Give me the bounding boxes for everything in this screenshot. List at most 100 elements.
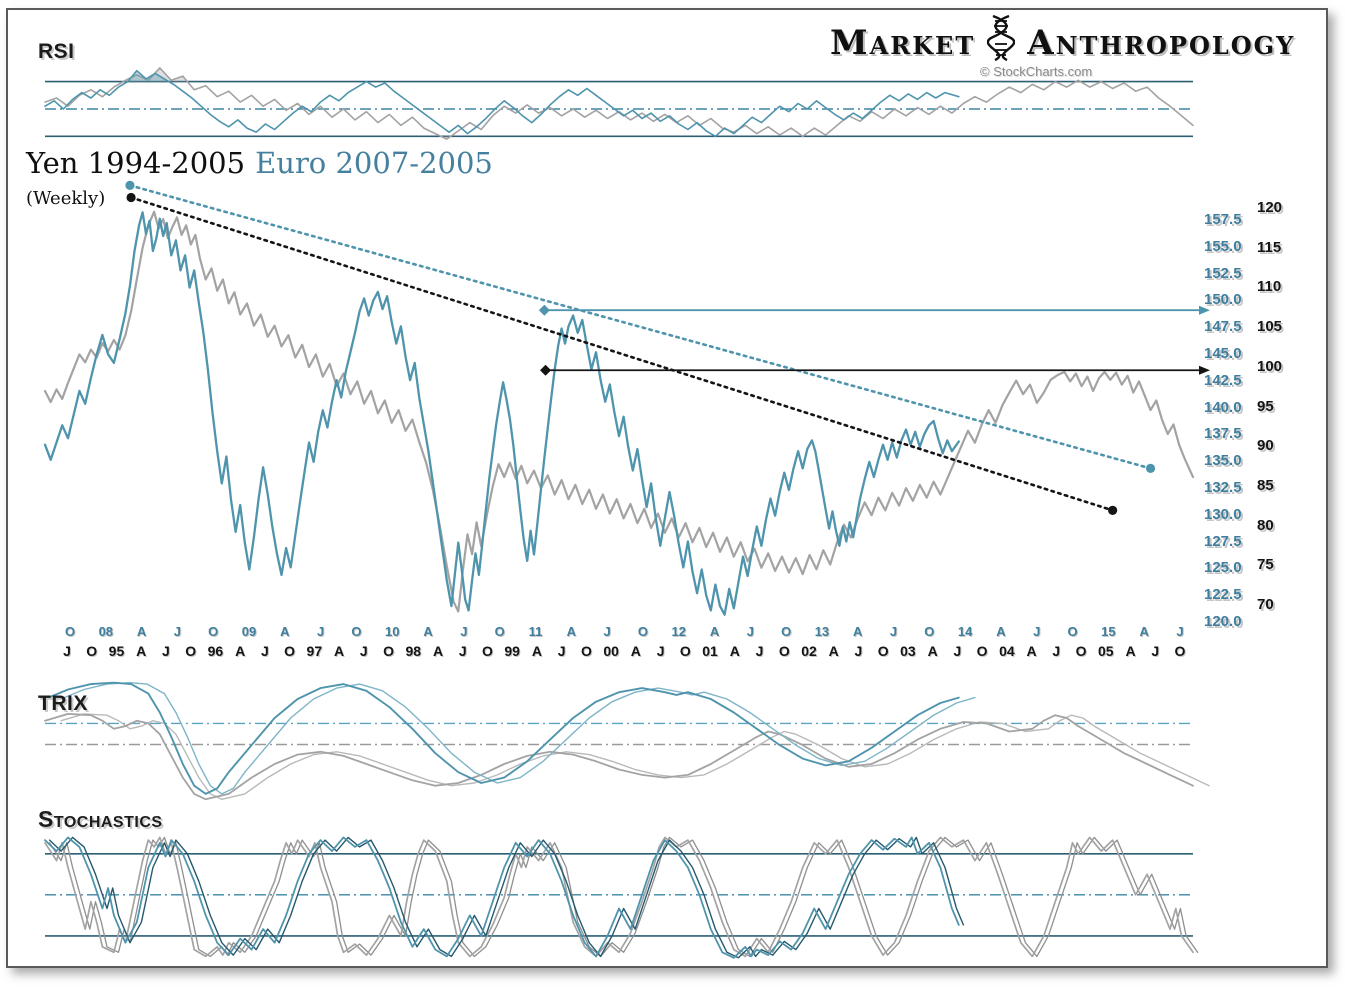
x-axis-label-euro: 10 [385,624,400,639]
x-axis-label-yen: O [482,643,493,659]
x-axis-label-euro: 12 [671,624,686,639]
y-axis-label-yen: 105 [1257,318,1283,336]
x-axis-label-euro: 11 [528,624,543,639]
y-axis-label-yen: 95 [1257,397,1274,415]
x-axis-label-yen: 99 [504,643,520,659]
x-axis-label-yen: 00 [603,643,619,659]
x-axis-label-yen: O [1075,643,1087,659]
x-axis-label-euro: 08 [98,624,114,639]
x-axis-label-euro: O [64,624,76,639]
x-axis-label-euro: A [996,624,1006,639]
y-axis-label-euro: 147.5 [1204,318,1242,336]
stockcharts-credit: © StockCharts.com [980,64,1093,79]
chart-frame [6,8,1328,968]
x-axis-label-yen: 03 [900,643,916,659]
x-axis-label-yen: A [1125,643,1136,659]
euro-price-line [43,211,960,616]
yen-trix-signal-line [60,713,1210,800]
y-axis-label-euro: 150.0 [1204,291,1242,309]
y-axis-label-euro: 155.0 [1204,237,1242,255]
x-axis-label-yen: J [854,643,863,659]
euro-rsi-fillabove-fill [127,70,367,82]
x-axis-label-yen: A [334,643,345,659]
euro-trix-line [44,681,960,795]
y-axis-label-euro: 125.0 [1204,559,1242,577]
black-ray-diamond [540,364,552,376]
yen-trix-line [44,713,1194,801]
x-axis-label-euro: A [709,624,720,639]
x-axis-label-yen: 05 [1098,643,1114,659]
black-trendline-start-dot [126,192,136,203]
x-axis-label-yen: A [235,643,246,659]
yen-price-line [43,210,1195,613]
dna-helix-icon [986,14,1016,71]
black-ray-arrowhead [1199,365,1210,375]
euro-stoch-signal-line [48,836,965,959]
stochastics-panel-label: Stochastics [38,806,163,832]
x-axis-label-yen: J [656,643,665,659]
x-axis-label-yen: J [63,643,71,659]
x-axis-label-euro: J [460,624,468,639]
x-axis-label-yen: J [162,643,170,659]
x-axis-label-yen: J [953,643,962,659]
x-axis-label-yen: O [284,643,296,659]
x-axis-label-euro: O [924,624,935,639]
x-axis-label-euro: O [1067,624,1078,639]
black-dotted-trendline [129,196,1114,512]
x-axis-label-euro: A [1139,624,1149,639]
x-axis-label-yen: O [383,643,394,659]
y-axis-label-yen: 100 [1257,357,1283,375]
y-axis-label-euro: 157.5 [1204,211,1242,228]
euro-trix-signal-line [60,682,976,795]
x-axis-label-euro: O [208,624,219,639]
chart-title-yen: Yen 1994-2005 [26,146,246,180]
y-axis-label-euro: 137.5 [1204,425,1242,443]
y-axis-label-euro: 145.0 [1204,345,1242,362]
trix-panel-label: TRIX [38,692,88,715]
y-axis-label-yen: 115 [1257,238,1282,256]
y-axis-label-euro: 132.5 [1204,479,1242,496]
x-axis-label-yen: O [1174,643,1186,659]
teal-ray-arrowhead [1199,305,1210,315]
euro-stoch-line [44,836,960,959]
x-axis-label-euro: A [853,624,863,639]
euro-rsi-line [44,69,960,138]
x-axis-label-euro: 13 [814,624,830,639]
x-axis-label-yen: O [877,643,889,659]
y-axis-label-euro: 127.5 [1204,532,1242,550]
y-axis-label-yen: 70 [1257,596,1274,613]
y-axis-label-euro: 122.5 [1204,586,1242,604]
x-axis-label-euro: O [494,624,505,639]
x-axis-label-yen: 98 [405,643,422,659]
y-axis-label-euro: 120.0 [1204,613,1242,630]
y-axis-label-yen: 75 [1257,556,1274,574]
y-axis-label-euro: 152.5 [1204,264,1242,282]
x-axis-label-yen: A [531,643,542,659]
x-axis-label-yen: A [432,643,444,659]
brand-word-market: Market [830,22,976,63]
y-axis-label-yen: 90 [1257,437,1274,455]
y-axis-label-euro: 140.0 [1204,398,1242,416]
y-axis-label-yen: 120 [1257,199,1283,216]
x-axis-label-euro: A [280,624,290,639]
x-axis-label-yen: J [260,643,269,659]
y-axis-label-euro: 142.5 [1204,371,1242,389]
brand-logo: Market Anthropology [830,14,1295,71]
x-axis-label-yen: O [976,643,988,659]
y-axis-label-euro: 135.0 [1204,452,1242,470]
y-axis-label-yen: 110 [1257,278,1282,296]
x-axis-label-yen: O [185,643,197,659]
x-axis-label-euro: O [637,624,648,639]
y-axis-label-euro: 130.0 [1204,505,1242,523]
black-trendline-end-dot [1108,505,1118,515]
x-axis-label-yen: J [1052,643,1061,659]
chart-title: Yen 1994-2005 Euro 2007-2005 [26,146,493,180]
x-axis-label-euro: O [351,624,362,639]
x-axis-label-yen: A [927,643,938,659]
chart-subtitle: (Weekly) [26,188,106,209]
x-axis-label-yen: 96 [207,643,224,659]
x-axis-label-euro: A [566,624,576,639]
y-axis-label-yen: 80 [1257,516,1274,534]
x-axis-label-yen: 02 [801,643,817,659]
x-axis-label-yen: O [778,643,790,659]
